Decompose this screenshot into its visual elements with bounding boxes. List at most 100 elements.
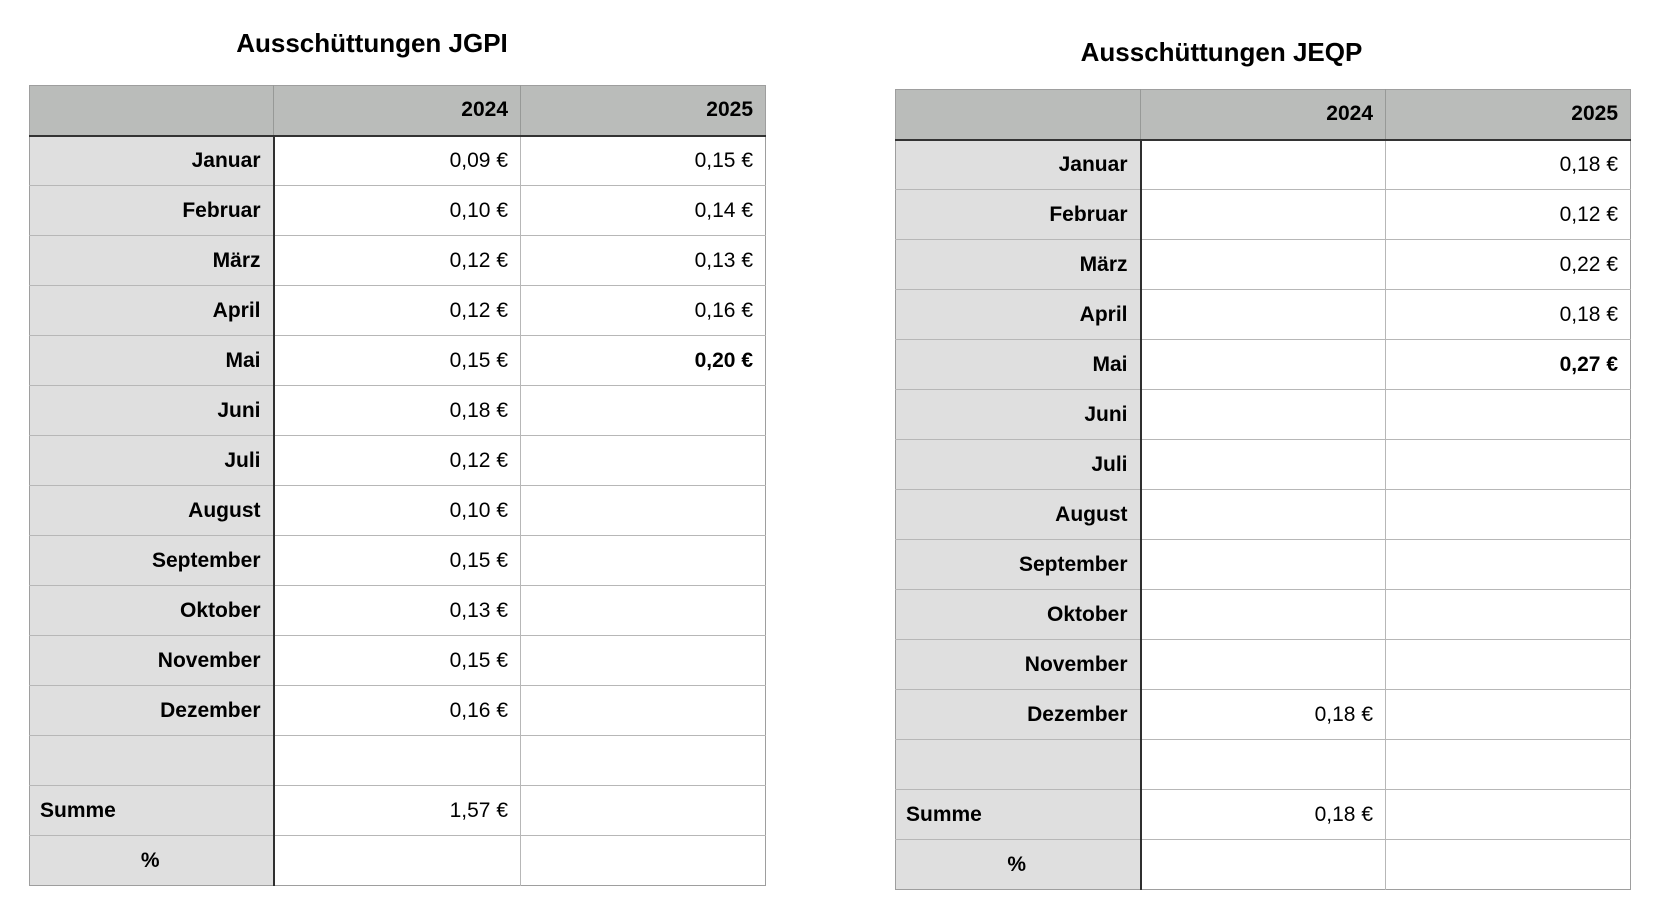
row-label-cell[interactable]: Januar <box>29 135 275 186</box>
row-label-cell[interactable] <box>895 739 1142 790</box>
value-cell-2025[interactable] <box>520 735 766 786</box>
value-cell-2024[interactable]: 0,15 € <box>273 335 521 386</box>
value-cell-2025[interactable] <box>1385 489 1631 540</box>
value-cell-2024[interactable] <box>273 835 521 886</box>
value-cell-2025[interactable]: 0,14 € <box>520 185 766 236</box>
row-label-cell[interactable]: Januar <box>895 139 1142 190</box>
value-cell-2025[interactable]: 0,16 € <box>520 285 766 336</box>
value-cell-2024[interactable]: 0,18 € <box>273 385 521 436</box>
value-cell-2024[interactable] <box>1140 339 1386 390</box>
value-cell-2025[interactable] <box>520 485 766 536</box>
row-label-cell[interactable]: Oktober <box>29 585 275 636</box>
value-cell-2024[interactable]: 1,57 € <box>273 785 521 836</box>
value-cell-2024[interactable] <box>1140 489 1386 540</box>
corner-header-cell[interactable] <box>29 85 274 137</box>
value-cell-2024[interactable]: 0,12 € <box>273 285 521 336</box>
value-cell-2025[interactable]: 0,12 € <box>1385 189 1631 240</box>
row-label-cell[interactable]: August <box>29 485 275 536</box>
value-cell-2025[interactable] <box>520 385 766 436</box>
value-cell-2025[interactable] <box>520 435 766 486</box>
value-cell-2024[interactable] <box>1140 189 1386 240</box>
row-label-cell[interactable]: März <box>895 239 1142 290</box>
value-cell-2025[interactable] <box>1385 689 1631 740</box>
value-cell-2025[interactable]: 0,27 € <box>1385 339 1631 390</box>
value-cell-2024[interactable] <box>1140 639 1386 690</box>
value-cell-2025[interactable] <box>520 685 766 736</box>
row-label-cell[interactable]: April <box>895 289 1142 340</box>
value-cell-2024[interactable] <box>1140 839 1386 890</box>
row-label-cell[interactable]: % <box>895 839 1142 890</box>
row-label-cell[interactable]: Februar <box>895 189 1142 240</box>
value-cell-2024[interactable] <box>273 735 521 786</box>
value-cell-2025[interactable] <box>1385 539 1631 590</box>
value-cell-2025[interactable] <box>1385 789 1631 840</box>
value-cell-2024[interactable]: 0,12 € <box>273 435 521 486</box>
row-label-cell[interactable]: November <box>895 639 1142 690</box>
row-label-cell[interactable]: Februar <box>29 185 275 236</box>
corner-header-cell[interactable] <box>895 89 1141 141</box>
value-cell-2025[interactable] <box>1385 839 1631 890</box>
row-label-cell[interactable]: Juli <box>895 439 1142 490</box>
row-januar: Januar 0,18 € <box>895 139 1631 190</box>
value-cell-2025[interactable] <box>520 585 766 636</box>
value-cell-2024[interactable]: 0,15 € <box>273 535 521 586</box>
value-cell-2025[interactable]: 0,20 € <box>520 335 766 386</box>
value-cell-2025[interactable] <box>520 835 766 886</box>
value-cell-2024[interactable] <box>1140 439 1386 490</box>
value-cell-2025[interactable]: 0,18 € <box>1385 139 1631 190</box>
row-label-cell[interactable]: Juni <box>895 389 1142 440</box>
row-label-cell[interactable]: September <box>29 535 275 586</box>
value-cell-2024[interactable]: 0,18 € <box>1140 789 1386 840</box>
row-label-cell[interactable]: % <box>29 835 275 886</box>
row-mai: Mai 0,15 €0,20 € <box>29 335 766 386</box>
value-cell-2025[interactable] <box>520 535 766 586</box>
row-label-cell[interactable]: August <box>895 489 1142 540</box>
value-cell-2024[interactable] <box>1140 739 1386 790</box>
row-label-cell[interactable]: Summe <box>895 789 1142 840</box>
row-label-cell[interactable]: April <box>29 285 275 336</box>
value-cell-2024[interactable]: 0,10 € <box>273 185 521 236</box>
value-cell-2025[interactable] <box>1385 439 1631 490</box>
row-label-cell[interactable]: Dezember <box>895 689 1142 740</box>
row-label-cell[interactable]: Oktober <box>895 589 1142 640</box>
value-cell-2024[interactable] <box>1140 239 1386 290</box>
value-cell-2024[interactable]: 0,15 € <box>273 635 521 686</box>
value-cell-2024[interactable] <box>1140 289 1386 340</box>
row-label-cell[interactable] <box>29 735 275 786</box>
value-cell-2024[interactable]: 0,09 € <box>273 135 521 186</box>
row-label-cell[interactable]: September <box>895 539 1142 590</box>
value-cell-2025[interactable]: 0,15 € <box>520 135 766 186</box>
year-header-cell-2024[interactable]: 2024 <box>1140 89 1386 141</box>
value-cell-2025[interactable] <box>1385 639 1631 690</box>
value-cell-2024[interactable]: 0,18 € <box>1140 689 1386 740</box>
value-cell-2025[interactable]: 0,18 € <box>1385 289 1631 340</box>
value-cell-2025[interactable]: 0,13 € <box>520 235 766 286</box>
row-label-cell[interactable]: Juli <box>29 435 275 486</box>
year-header-cell-2024[interactable]: 2024 <box>273 85 521 137</box>
value-cell-2024[interactable] <box>1140 389 1386 440</box>
row-label-cell[interactable]: November <box>29 635 275 686</box>
value-cell-2024[interactable]: 0,10 € <box>273 485 521 536</box>
value-cell-2025[interactable] <box>1385 589 1631 640</box>
value-cell-2025[interactable] <box>1385 739 1631 790</box>
value-cell-2024[interactable]: 0,12 € <box>273 235 521 286</box>
row-label-cell[interactable]: Mai <box>895 339 1142 390</box>
row-label-cell[interactable]: März <box>29 235 275 286</box>
value-cell-2025[interactable] <box>1385 389 1631 440</box>
row-m-rz: März 0,22 € <box>895 239 1631 290</box>
row-label-cell[interactable]: Dezember <box>29 685 275 736</box>
value-cell-2024[interactable] <box>1140 139 1386 190</box>
value-cell-2024[interactable] <box>1140 589 1386 640</box>
year-header-cell-2025[interactable]: 2025 <box>520 85 766 137</box>
row-label-cell[interactable]: Mai <box>29 335 275 386</box>
value-cell-2024[interactable]: 0,16 € <box>273 685 521 736</box>
value-cell-2024[interactable]: 0,13 € <box>273 585 521 636</box>
row-august: August <box>895 489 1631 540</box>
value-cell-2025[interactable] <box>520 635 766 686</box>
value-cell-2025[interactable] <box>520 785 766 836</box>
row-label-cell[interactable]: Summe <box>29 785 275 836</box>
value-cell-2024[interactable] <box>1140 539 1386 590</box>
row-label-cell[interactable]: Juni <box>29 385 275 436</box>
year-header-cell-2025[interactable]: 2025 <box>1385 89 1631 141</box>
value-cell-2025[interactable]: 0,22 € <box>1385 239 1631 290</box>
